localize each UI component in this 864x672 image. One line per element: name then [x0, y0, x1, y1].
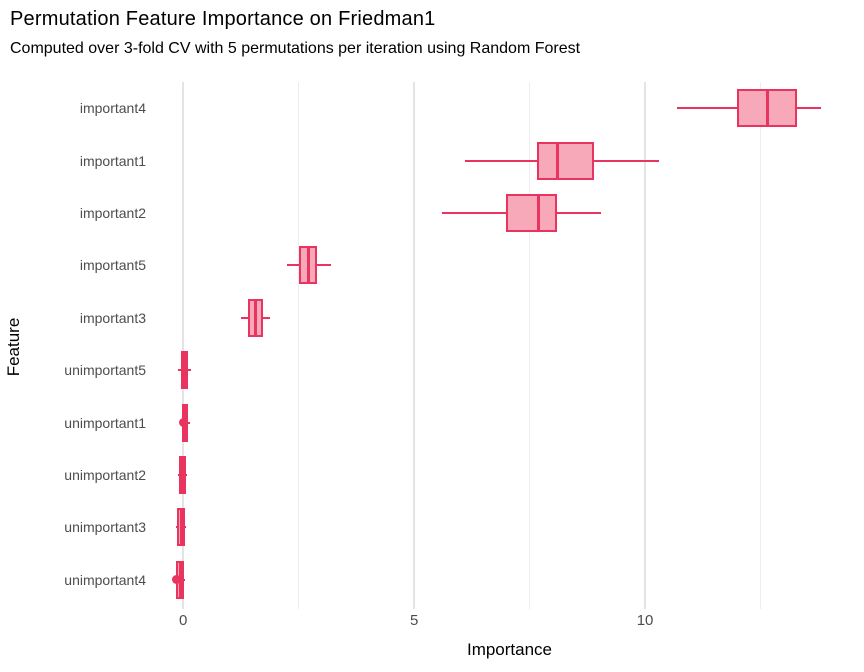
y-tick-label-important1: important1	[79, 152, 146, 169]
x-tick-label: 10	[636, 612, 654, 629]
median-line	[555, 141, 559, 180]
x-tick-label: 5	[409, 612, 419, 629]
y-tick-label-important2: important2	[79, 205, 146, 221]
y-tick-label-unimportant4: unimportant4	[64, 571, 146, 588]
chart-title: Permutation Feature Importance on Friedm…	[10, 8, 436, 30]
median-line	[253, 298, 257, 337]
y-tick-label-important4: important4	[79, 100, 146, 117]
gridline-minor	[529, 82, 531, 609]
x-axis-title: Importance	[466, 640, 553, 659]
median-line	[179, 508, 183, 547]
gridline-major	[182, 82, 185, 609]
y-tick-label-important3: important3	[79, 309, 146, 326]
gridline-minor	[298, 82, 300, 609]
y-tick-label-unimportant3: unimportant3	[64, 519, 146, 536]
plot-panel	[155, 82, 864, 609]
median-line	[181, 456, 185, 494]
gridline-major	[413, 82, 416, 609]
gridline-minor	[760, 82, 762, 609]
outlier-point	[172, 575, 182, 585]
median-line	[537, 194, 541, 232]
median-line	[765, 89, 769, 128]
chart-subtitle: Computed over 3-fold CV with 5 permutati…	[10, 40, 581, 57]
x-tick-label: 0	[179, 612, 188, 629]
outlier-point	[178, 418, 188, 428]
box-iqr	[536, 141, 595, 180]
median-line	[307, 246, 311, 285]
y-tick-label-important5: important5	[79, 257, 146, 274]
median-line	[183, 351, 187, 390]
box-iqr	[506, 194, 558, 232]
y-tick-label-unimportant5: unimportant5	[64, 362, 146, 379]
y-tick-label-unimportant1: unimportant1	[64, 414, 146, 431]
gridline-major	[644, 82, 647, 609]
y-tick-label-unimportant2: unimportant2	[64, 467, 146, 483]
